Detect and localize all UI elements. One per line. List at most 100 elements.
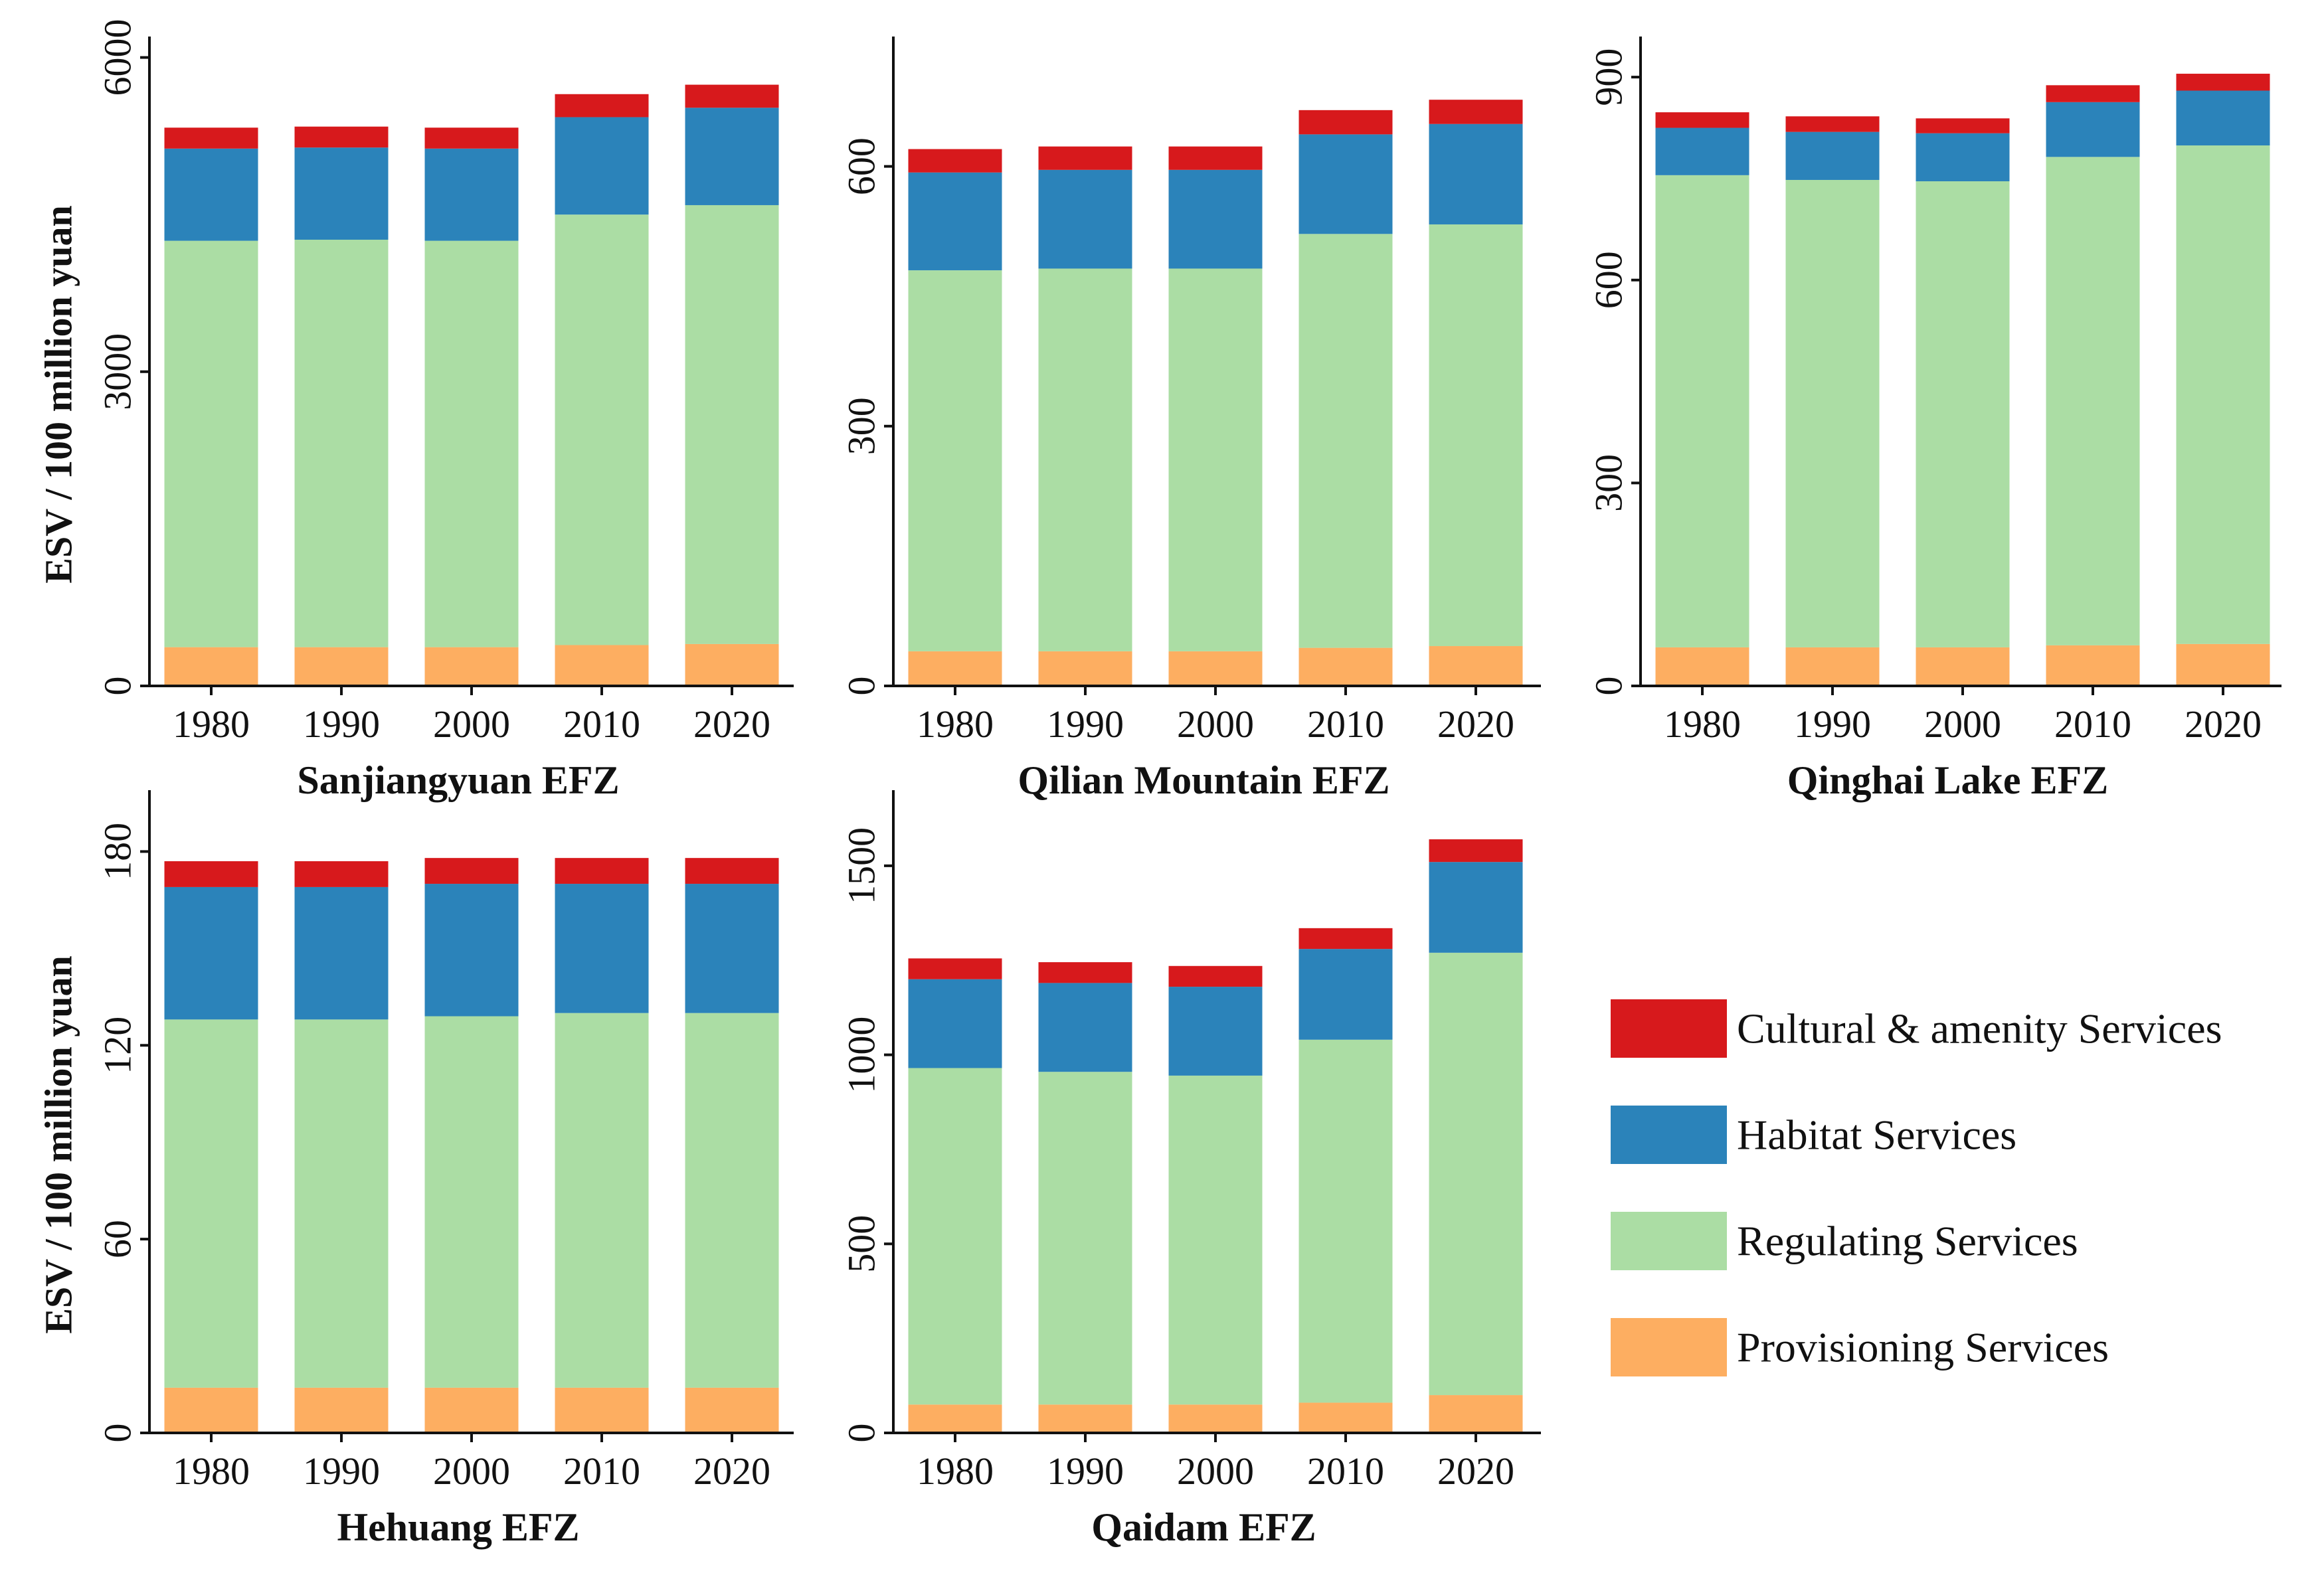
bar-provisioning-services-1990 [1038,651,1132,686]
bar-cultural-and-amenity-services-1980 [1655,112,1749,128]
bar-cultural-and-amenity-services-1980 [908,149,1002,173]
x-tick-label: 2010 [2054,703,2131,746]
bar-cultural-and-amenity-services-1990 [1038,146,1132,170]
bar-cultural-and-amenity-services-1990 [1038,962,1132,983]
bar-habitat-services-2010 [555,117,649,215]
bar-habitat-services-2010 [2046,102,2140,157]
x-tick-label: 2010 [563,703,640,746]
bar-regulating-services-2010 [1298,234,1393,648]
bar-habitat-services-2020 [685,108,779,205]
bar-cultural-and-amenity-services-1990 [1785,116,1880,132]
bar-habitat-services-2020 [1429,124,1523,224]
y-tick-label: 900 [1587,48,1631,106]
panel-title: Qaidam EFZ [1091,1505,1316,1549]
bar-provisioning-services-2020 [2176,643,2270,686]
bar-provisioning-services-2010 [555,645,649,686]
x-tick-label: 2010 [1307,1450,1384,1493]
bar-provisioning-services-1980 [164,647,258,686]
x-tick-label: 1990 [1047,703,1124,746]
panel-qaidam-efz: 1980 1990 2000 2010 2020 0 500 1000 1500 Qaidam E… [840,790,1541,1549]
y-tick-label: 120 [96,1017,139,1074]
panel-qinghai-lake-efz: 1980 1990 2000 2010 2020 0 300 600 900 Qinghai La… [1587,37,2281,802]
bar-habitat-services-2010 [1298,949,1393,1040]
bar-cultural-and-amenity-services-1980 [164,861,258,887]
bar-provisioning-services-2000 [424,1387,519,1433]
x-tick-label: 2000 [1177,703,1254,746]
y-tick-label: 1500 [840,827,883,904]
y-tick-label: 60 [96,1220,139,1258]
bar-cultural-and-amenity-services-2020 [1429,839,1523,863]
bar-habitat-services-1980 [164,148,258,241]
bar-cultural-and-amenity-services-2020 [2176,74,2270,91]
bar-regulating-services-1980 [1655,175,1749,647]
bar-habitat-services-1990 [1038,169,1132,269]
y-axis-label: ESV / 100 million yuan [37,205,80,583]
bar-habitat-services-1990 [1785,131,1880,180]
y-tick-label: 300 [1587,454,1631,512]
bar-cultural-and-amenity-services-2020 [685,858,779,884]
bar-cultural-and-amenity-services-2000 [1168,146,1263,170]
legend-swatch-cultural [1611,999,1727,1058]
x-tick-label: 2000 [1924,703,2001,746]
bar-provisioning-services-1990 [294,647,389,686]
legend-swatch-provisioning [1611,1318,1727,1376]
legend-label-cultural: Cultural & amenity Services [1737,1005,2222,1052]
y-tick-label: 0 [96,677,139,696]
bar-regulating-services-1990 [294,1019,389,1388]
x-tick-label: 2010 [563,1450,640,1493]
legend-label-habitat: Habitat Services [1737,1112,2016,1159]
bar-provisioning-services-1980 [164,1387,258,1433]
x-tick-label: 2020 [1437,1450,1514,1493]
x-tick-label: 1990 [303,703,380,746]
bar-cultural-and-amenity-services-2000 [1916,118,2010,133]
bar-habitat-services-1990 [294,886,389,1020]
panel-title: Sanjiangyuan EFZ [297,758,619,802]
bar-regulating-services-2000 [424,1016,519,1388]
y-axis-label: ESV / 100 million yuan [37,955,80,1333]
y-tick-label: 1000 [840,1017,883,1094]
legend-swatch-regulating [1611,1212,1727,1270]
bar-provisioning-services-2020 [685,1387,779,1433]
bar-habitat-services-1990 [294,147,389,240]
legend-label-provisioning: Provisioning Services [1737,1324,2109,1371]
bar-regulating-services-2010 [1298,1039,1393,1403]
bar-habitat-services-1980 [1655,127,1749,175]
bar-regulating-services-2010 [555,214,649,645]
bar-regulating-services-2000 [424,240,519,647]
bar-habitat-services-2010 [1298,134,1393,234]
legend-label-regulating: Regulating Services [1737,1218,2078,1265]
bar-habitat-services-2010 [555,884,649,1013]
bar-provisioning-services-2010 [2046,645,2140,686]
x-tick-label: 1980 [173,703,250,746]
bar-provisioning-services-1980 [908,1404,1002,1433]
x-tick-label: 2000 [1177,1450,1254,1493]
bar-habitat-services-2000 [1168,169,1263,269]
bar-provisioning-services-2010 [555,1387,649,1433]
bar-provisioning-services-2000 [1168,1404,1263,1433]
x-tick-label: 2020 [693,1450,770,1493]
y-tick-label: 0 [840,677,883,696]
bar-habitat-services-2020 [1429,862,1523,953]
bar-cultural-and-amenity-services-2010 [1298,110,1393,135]
bar-provisioning-services-1980 [908,651,1002,686]
y-tick-label: 300 [840,397,883,455]
bar-regulating-services-2020 [685,1013,779,1388]
bar-provisioning-services-1990 [1785,647,1880,686]
x-tick-label: 1980 [173,1450,250,1493]
bar-cultural-and-amenity-services-2010 [1298,928,1393,950]
x-tick-label: 1990 [1047,1450,1124,1493]
bar-cultural-and-amenity-services-2020 [1429,100,1523,124]
bar-habitat-services-1980 [908,979,1002,1068]
x-tick-label: 2010 [1307,703,1384,746]
bar-regulating-services-1980 [908,270,1002,651]
panel-title: Hehuang EFZ [337,1505,579,1549]
bar-regulating-services-1990 [1785,179,1880,647]
bar-regulating-services-2020 [2176,145,2270,644]
bar-regulating-services-1990 [294,240,389,647]
bar-provisioning-services-1990 [1038,1404,1132,1433]
bar-cultural-and-amenity-services-2010 [555,94,649,118]
bar-habitat-services-2000 [424,884,519,1017]
legend: Cultural & amenity Services Habitat Servi… [1611,999,2222,1376]
x-tick-label: 2020 [2185,703,2262,746]
